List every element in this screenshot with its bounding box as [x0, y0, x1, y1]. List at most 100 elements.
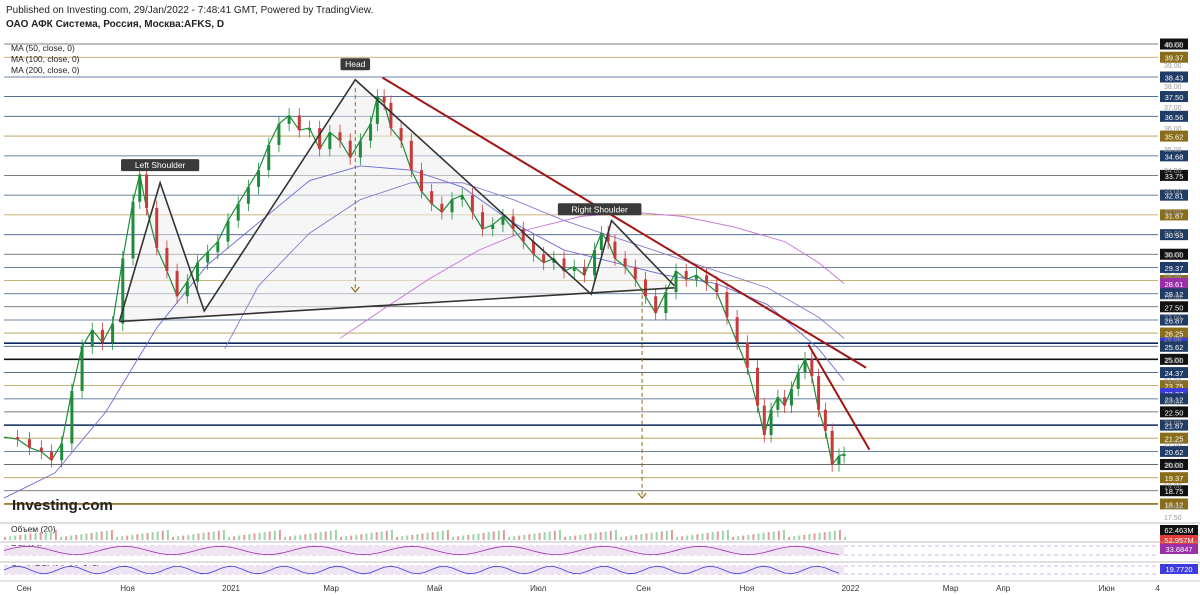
legend-item-0: MA (50, close, 0) [11, 43, 75, 53]
volume-bar-6 [14, 535, 17, 540]
volume-bar-321 [548, 531, 551, 540]
volume-bar-303 [518, 535, 521, 540]
volume-bar-39 [70, 535, 73, 540]
pattern-fill [119, 79, 675, 322]
head-shoulders-line [118, 78, 675, 322]
level-tag-31 [1160, 458, 1188, 470]
downtrend-line-1 [381, 76, 867, 369]
y-tick-8: 32.00 [1164, 210, 1182, 217]
level-tag-text-4: 36.56 [1165, 113, 1184, 122]
level-tag-3 [1160, 91, 1188, 103]
volume-bar-366 [625, 536, 628, 540]
candle-body-37 [375, 96, 379, 124]
volume-bar-108 [187, 534, 190, 540]
panel-line-2 [3, 565, 840, 575]
level-tag-text-10: 30.93 [1165, 231, 1184, 240]
volume-bar-306 [523, 534, 526, 540]
level-tag-text-31: 20.00 [1165, 461, 1184, 470]
volume-bar-357 [609, 530, 612, 540]
y-tick-21: 19.00 [1164, 483, 1182, 490]
candle-body-40 [399, 128, 403, 141]
indicator-legend: MA (50, close, 0)MA (100, close, 0)MA (2… [11, 43, 80, 75]
volume-bar-315 [538, 532, 541, 540]
volume-bar-267 [457, 536, 460, 540]
volume-bar-87 [151, 532, 154, 540]
volume-bar-474 [808, 534, 811, 540]
candle-body-68 [674, 271, 678, 293]
pattern-lines [118, 76, 871, 500]
candle-body-80 [783, 397, 787, 406]
candle-body-60 [599, 233, 603, 251]
volume-bar-222 [380, 531, 383, 540]
candle-body-53 [531, 241, 535, 255]
annotation-box-0 [121, 159, 200, 172]
annotation-box-2 [557, 203, 642, 216]
volume-bar-174 [299, 534, 302, 540]
volume-bar-336 [574, 535, 577, 540]
candle-body-81 [789, 388, 793, 406]
candle-body-65 [643, 279, 647, 297]
volume-bar-0 [4, 537, 6, 540]
volume-bar-468 [798, 535, 801, 540]
volume-bar-183 [314, 532, 317, 540]
volume-bar-21 [39, 532, 42, 540]
volume-bar-345 [589, 533, 592, 540]
volume-bar-456 [777, 530, 780, 540]
volume-bar-120 [207, 532, 210, 540]
candle-body-27 [277, 123, 281, 145]
volume-bar-129 [222, 530, 225, 540]
candle-body-85 [817, 376, 821, 410]
y-tick-13: 27.00 [1164, 315, 1182, 322]
volume-bar-147 [253, 533, 256, 540]
y-tick-2: 38.00 [1164, 84, 1182, 91]
volume-bar-399 [681, 536, 684, 540]
time-axis: Сен Ноя 2021 Мар Май Июл Сен Ноя 2022 Мар Апр Июн 4 [0, 580, 1200, 593]
level-tag-5 [1160, 130, 1188, 142]
volume-bar-60 [105, 530, 108, 540]
level-tag-27 [1160, 419, 1188, 431]
volume-bar-225 [385, 530, 388, 540]
volume-bar-3 [9, 536, 12, 540]
level-tag-9 [1160, 209, 1188, 221]
symbol-title: ОАО АФК Система, Россия, Москва:AFKS, D [6, 19, 225, 30]
volume-bar-444 [757, 533, 760, 540]
level-tag-text-6: 34.68 [1165, 152, 1184, 161]
level-tag-text-23: 23.75 [1165, 382, 1184, 391]
level-tag-18 [1160, 327, 1188, 339]
volume-bar-381 [650, 532, 653, 540]
volume-bar-384 [655, 532, 658, 540]
candle-body-21 [216, 241, 220, 253]
volume-bar-363 [620, 537, 623, 540]
volume-bar-12 [24, 534, 27, 540]
volume-bar-246 [421, 533, 424, 540]
volume-bar-486 [828, 531, 831, 540]
candle-body-15 [155, 207, 159, 248]
candle-body-11 [121, 258, 125, 324]
candle-body-77 [762, 405, 766, 436]
volume-bar-402 [686, 535, 689, 540]
candle-body-25 [257, 170, 261, 187]
candle-body-14 [145, 174, 149, 208]
volume-bar-450 [767, 532, 770, 540]
volume-bar-150 [258, 532, 261, 540]
level-tag-1 [1160, 51, 1188, 63]
panel-tag-text-2-0: 19.7720 [1165, 565, 1192, 574]
volume-bar-171 [294, 535, 297, 540]
candle-body-28 [287, 115, 291, 124]
candle-body-47 [470, 195, 474, 213]
volume-bar-405 [691, 534, 694, 540]
volume-bar-207 [355, 534, 358, 540]
candle-body-38 [382, 96, 386, 103]
candle-body-63 [623, 258, 627, 267]
level-tag-text-32: 19.37 [1165, 474, 1184, 483]
volume-bar-66 [116, 537, 119, 540]
volume-bar-102 [177, 536, 180, 540]
candle-body-89 [842, 453, 846, 457]
level-tag-4 [1160, 110, 1188, 122]
y-tick-16: 24.00 [1164, 378, 1182, 385]
level-tag-23 [1160, 380, 1188, 392]
volume-bar-285 [487, 532, 490, 540]
volume-bar-162 [278, 530, 281, 540]
y-tick-7: 33.00 [1164, 189, 1182, 196]
